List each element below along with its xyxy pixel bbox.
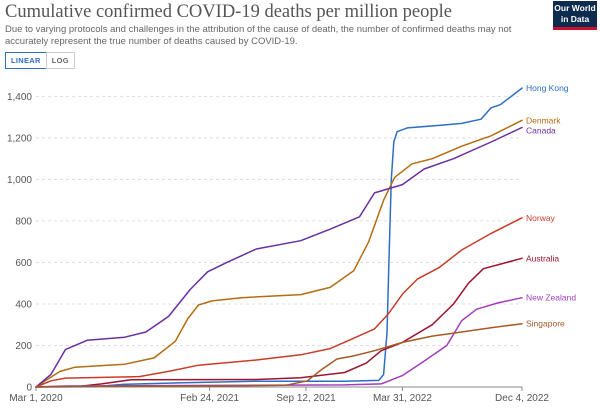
series-line-singapore[interactable] <box>35 322 523 388</box>
owid-logo[interactable]: Our World in Data <box>553 1 597 30</box>
axes: 0 200 400 600 800 1,000 1,200 1,400 Mar 1, 2020 F… <box>7 92 549 404</box>
series-line-hong-kong[interactable] <box>35 87 523 388</box>
x-tick-label: Mar 31, 2022 <box>373 393 432 404</box>
logo-line-2: in Data <box>560 14 590 24</box>
grid-lines <box>36 95 522 388</box>
y-tick-label: 400 <box>15 299 32 310</box>
series-line-denmark[interactable] <box>35 119 523 388</box>
series-label-denmark[interactable]: Denmark <box>526 115 561 125</box>
x-tick-label: Feb 24, 2021 <box>180 393 239 404</box>
y-tick-label: 0 <box>26 383 32 394</box>
series-line-canada[interactable] <box>35 126 523 388</box>
chart-title: Cumulative confirmed COVID-19 deaths per… <box>5 2 452 22</box>
x-tick-label: Dec 4, 2022 <box>495 393 549 404</box>
y-tick-label: 600 <box>15 258 32 269</box>
log-scale-button[interactable]: LOG <box>45 52 75 69</box>
series-label-australia[interactable]: Australia <box>526 253 559 263</box>
series-label-hong-kong[interactable]: Hong Kong <box>526 83 569 93</box>
series-label-singapore[interactable]: Singapore <box>526 319 565 329</box>
series-label-norway[interactable]: Norway <box>526 213 556 223</box>
y-tick-label: 1,200 <box>7 133 32 144</box>
scale-toggle: LINEAR LOG <box>5 52 75 69</box>
x-tick-label: Sep 12, 2021 <box>276 393 336 404</box>
series-label-canada[interactable]: Canada <box>526 125 556 135</box>
logo-line-1: Our World <box>554 3 596 13</box>
series-line-australia[interactable] <box>35 257 523 388</box>
series-label-new-zealand[interactable]: New Zealand <box>526 293 576 303</box>
series-lines <box>35 87 523 388</box>
y-tick-label: 200 <box>15 341 32 352</box>
x-tick-label: Mar 1, 2020 <box>9 393 63 404</box>
y-tick-label: 1,400 <box>7 92 32 103</box>
y-tick-label: 800 <box>15 216 32 227</box>
series-line-new-zealand[interactable] <box>35 296 523 388</box>
series-line-norway[interactable] <box>35 217 523 388</box>
y-tick-label: 1,000 <box>7 175 32 186</box>
chart-subtitle: Due to varying protocols and challenges … <box>5 24 512 47</box>
